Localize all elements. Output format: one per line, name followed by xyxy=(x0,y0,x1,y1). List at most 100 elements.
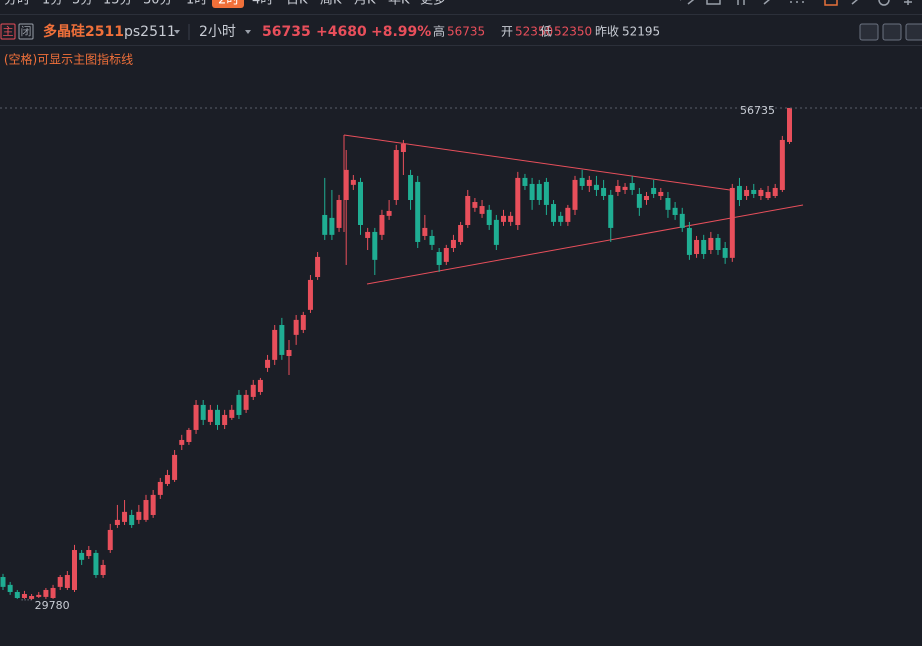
candle-body xyxy=(64,575,70,588)
candle-body xyxy=(765,191,771,198)
candle-body xyxy=(636,193,642,208)
toolbar-tab[interactable]: 4时 xyxy=(252,0,273,8)
toolbar-tab[interactable]: 1分 xyxy=(42,0,63,8)
candle-body xyxy=(379,214,385,235)
candle-body xyxy=(14,591,20,599)
candle-body xyxy=(787,107,792,142)
candle-body xyxy=(400,143,406,153)
toolbar-tab[interactable]: 日K xyxy=(286,0,308,8)
candle-body xyxy=(472,202,478,208)
candle-body xyxy=(372,231,378,260)
tool-button[interactable] xyxy=(905,23,922,41)
candle-body xyxy=(229,409,235,418)
toolbar-tab[interactable]: 年K xyxy=(388,0,410,8)
candle-body xyxy=(93,552,99,576)
candle-body xyxy=(722,247,728,258)
candle-body xyxy=(558,215,564,222)
candle-body xyxy=(272,329,278,360)
candle-body xyxy=(21,593,27,599)
candle-body xyxy=(458,225,464,242)
header-buttons xyxy=(859,23,922,41)
candle-body xyxy=(493,219,499,245)
candle-body xyxy=(651,187,657,194)
symbol-code[interactable]: ps2511 xyxy=(124,24,176,40)
candle-body xyxy=(543,181,549,205)
icon[interactable] xyxy=(763,0,776,5)
tool-button[interactable] xyxy=(882,23,902,41)
max-label: 56735 xyxy=(740,104,775,117)
mode-icon-box xyxy=(0,23,16,40)
icon[interactable] xyxy=(851,0,864,5)
candle-body xyxy=(336,200,342,228)
candle-body xyxy=(293,319,299,335)
candle-body xyxy=(393,150,399,201)
toolbar-tab[interactable]: 月K xyxy=(354,0,376,8)
icon[interactable] xyxy=(904,0,912,5)
icon[interactable] xyxy=(824,0,838,6)
candle-body xyxy=(122,511,128,522)
candle-body xyxy=(565,207,571,222)
candle-body xyxy=(36,594,42,597)
candle-body xyxy=(629,183,635,190)
stat-label: 开 xyxy=(501,25,513,39)
candle-body xyxy=(701,239,707,255)
period[interactable]: 2小时 xyxy=(199,24,236,40)
candle-body xyxy=(114,519,120,526)
candle-body xyxy=(143,500,149,520)
candle-body xyxy=(465,195,471,226)
candle-body xyxy=(57,577,63,587)
candle-body xyxy=(615,185,621,192)
icon[interactable] xyxy=(737,0,745,5)
candle-body xyxy=(486,209,492,226)
candle-body xyxy=(429,235,435,245)
toolbar-tab[interactable]: 5分 xyxy=(72,0,93,8)
candle-body xyxy=(579,177,585,186)
candle-body xyxy=(501,215,506,222)
toolbar-tab[interactable]: 30分 xyxy=(143,0,173,8)
candle-body xyxy=(729,187,735,258)
candle-body xyxy=(536,183,542,201)
change: +4680 xyxy=(316,24,367,40)
candle-body xyxy=(601,187,607,196)
stat-value: 52350 xyxy=(515,25,553,39)
candle-body xyxy=(215,409,220,426)
stat-label: 低 xyxy=(540,25,552,39)
candle-body xyxy=(744,189,750,196)
candle-body xyxy=(415,181,421,242)
candle-body xyxy=(265,359,271,368)
candle-body xyxy=(522,177,528,186)
icon[interactable] xyxy=(878,0,890,6)
candle-body xyxy=(307,279,313,310)
candle-body xyxy=(236,394,242,415)
icon[interactable] xyxy=(680,0,698,5)
candle-body xyxy=(665,197,671,210)
toolbar-tab[interactable]: 分时 xyxy=(4,0,30,8)
candle-body xyxy=(358,181,363,226)
candle-body xyxy=(100,564,106,576)
candles xyxy=(0,107,792,600)
candle-body xyxy=(715,237,721,251)
toolbar-tab[interactable]: 2时 xyxy=(218,0,239,8)
toolbar-tab[interactable]: 周K xyxy=(320,0,342,8)
candle-body xyxy=(515,177,521,226)
candle-body xyxy=(193,404,199,430)
candle-body xyxy=(172,454,178,480)
candle-body xyxy=(222,414,228,426)
toolbar-tab[interactable]: 1时 xyxy=(186,0,207,8)
candle-body xyxy=(386,210,392,216)
mode-icon[interactable]: 闭 xyxy=(21,25,32,38)
tool-button[interactable] xyxy=(859,23,879,41)
candle-body xyxy=(736,185,742,201)
mode-icon[interactable]: 主 xyxy=(3,25,14,38)
toolbar-tab[interactable]: 更多 xyxy=(420,0,446,8)
candle-body xyxy=(608,194,614,228)
candle-body xyxy=(686,227,692,255)
icon[interactable] xyxy=(706,0,721,5)
candle-body xyxy=(322,214,328,235)
toolbar-tab[interactable]: 15分 xyxy=(103,0,133,8)
dropdown-caret xyxy=(174,30,180,34)
candle-body xyxy=(107,529,113,551)
candle-body xyxy=(29,595,35,599)
candle-body xyxy=(250,384,256,397)
